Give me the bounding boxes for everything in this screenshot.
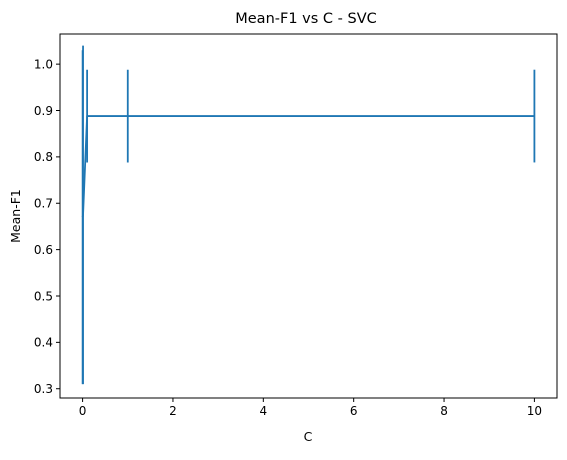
x-tick-label: 10: [527, 404, 542, 418]
x-tick-label: 2: [169, 404, 177, 418]
x-tick-label: 8: [440, 404, 448, 418]
y-tick-label: 0.6: [34, 243, 53, 257]
y-tick-label: 0.4: [34, 336, 53, 350]
x-tick-label: 6: [350, 404, 358, 418]
x-axis: 0 2 4 6 8 10: [79, 398, 542, 418]
plot-area-frame: [59, 33, 558, 399]
y-axis-label: Mean-F1: [8, 189, 23, 243]
y-axis: 0.3 0.4 0.5 0.6 0.7 0.8 0.9 1.0: [34, 57, 60, 396]
y-tick-label: 0.8: [34, 150, 53, 164]
y-tick-label: 0.3: [34, 382, 53, 396]
series-layer: [81, 45, 536, 385]
x-tick-label: 4: [259, 404, 267, 418]
y-tick-label: 0.9: [34, 104, 53, 118]
y-tick-label: 0.7: [34, 197, 53, 211]
x-tick-label: 0: [79, 404, 87, 418]
chart-title: Mean-F1 vs C - SVC: [235, 11, 376, 27]
y-tick-label: 0.5: [34, 289, 53, 303]
series-line: [81, 115, 535, 218]
y-tick-label: 1.0: [34, 57, 53, 71]
x-axis-label: C: [304, 429, 313, 444]
